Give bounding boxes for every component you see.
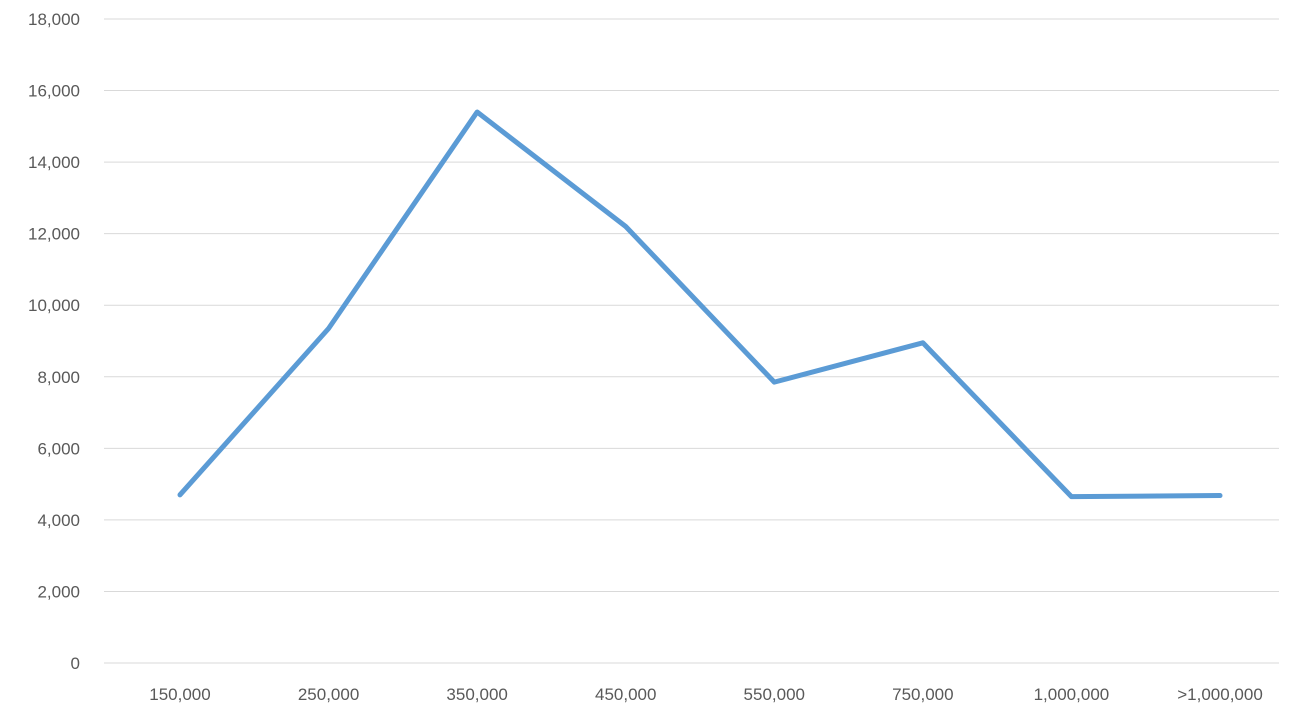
y-tick-label: 12,000 xyxy=(28,225,80,244)
y-tick-label: 4,000 xyxy=(37,511,80,530)
y-tick-label: 14,000 xyxy=(28,153,80,172)
y-tick-label: 2,000 xyxy=(37,582,80,601)
x-tick-label: 150,000 xyxy=(149,685,210,704)
y-axis-tick-labels: 0 2,000 4,000 6,000 8,000 10,000 12,000 14,000 1… xyxy=(28,10,80,673)
series-layer xyxy=(180,112,1220,497)
x-tick-label: >1,000,000 xyxy=(1177,685,1263,704)
y-tick-label: 0 xyxy=(71,654,80,673)
x-tick-label: 250,000 xyxy=(298,685,359,704)
x-axis-tick-labels: 150,000 250,000 350,000 450,000 550,000 750,0… xyxy=(149,685,1263,704)
x-tick-label: 550,000 xyxy=(744,685,805,704)
x-tick-label: 350,000 xyxy=(446,685,507,704)
y-tick-label: 16,000 xyxy=(28,82,80,101)
y-tick-label: 18,000 xyxy=(28,10,80,29)
y-tick-label: 6,000 xyxy=(37,439,80,458)
x-tick-label: 1,000,000 xyxy=(1034,685,1110,704)
y-tick-label: 8,000 xyxy=(37,368,80,387)
x-tick-label: 750,000 xyxy=(892,685,953,704)
x-tick-label: 450,000 xyxy=(595,685,656,704)
series-line xyxy=(180,112,1220,497)
y-tick-label: 10,000 xyxy=(28,296,80,315)
gridlines xyxy=(104,19,1279,663)
